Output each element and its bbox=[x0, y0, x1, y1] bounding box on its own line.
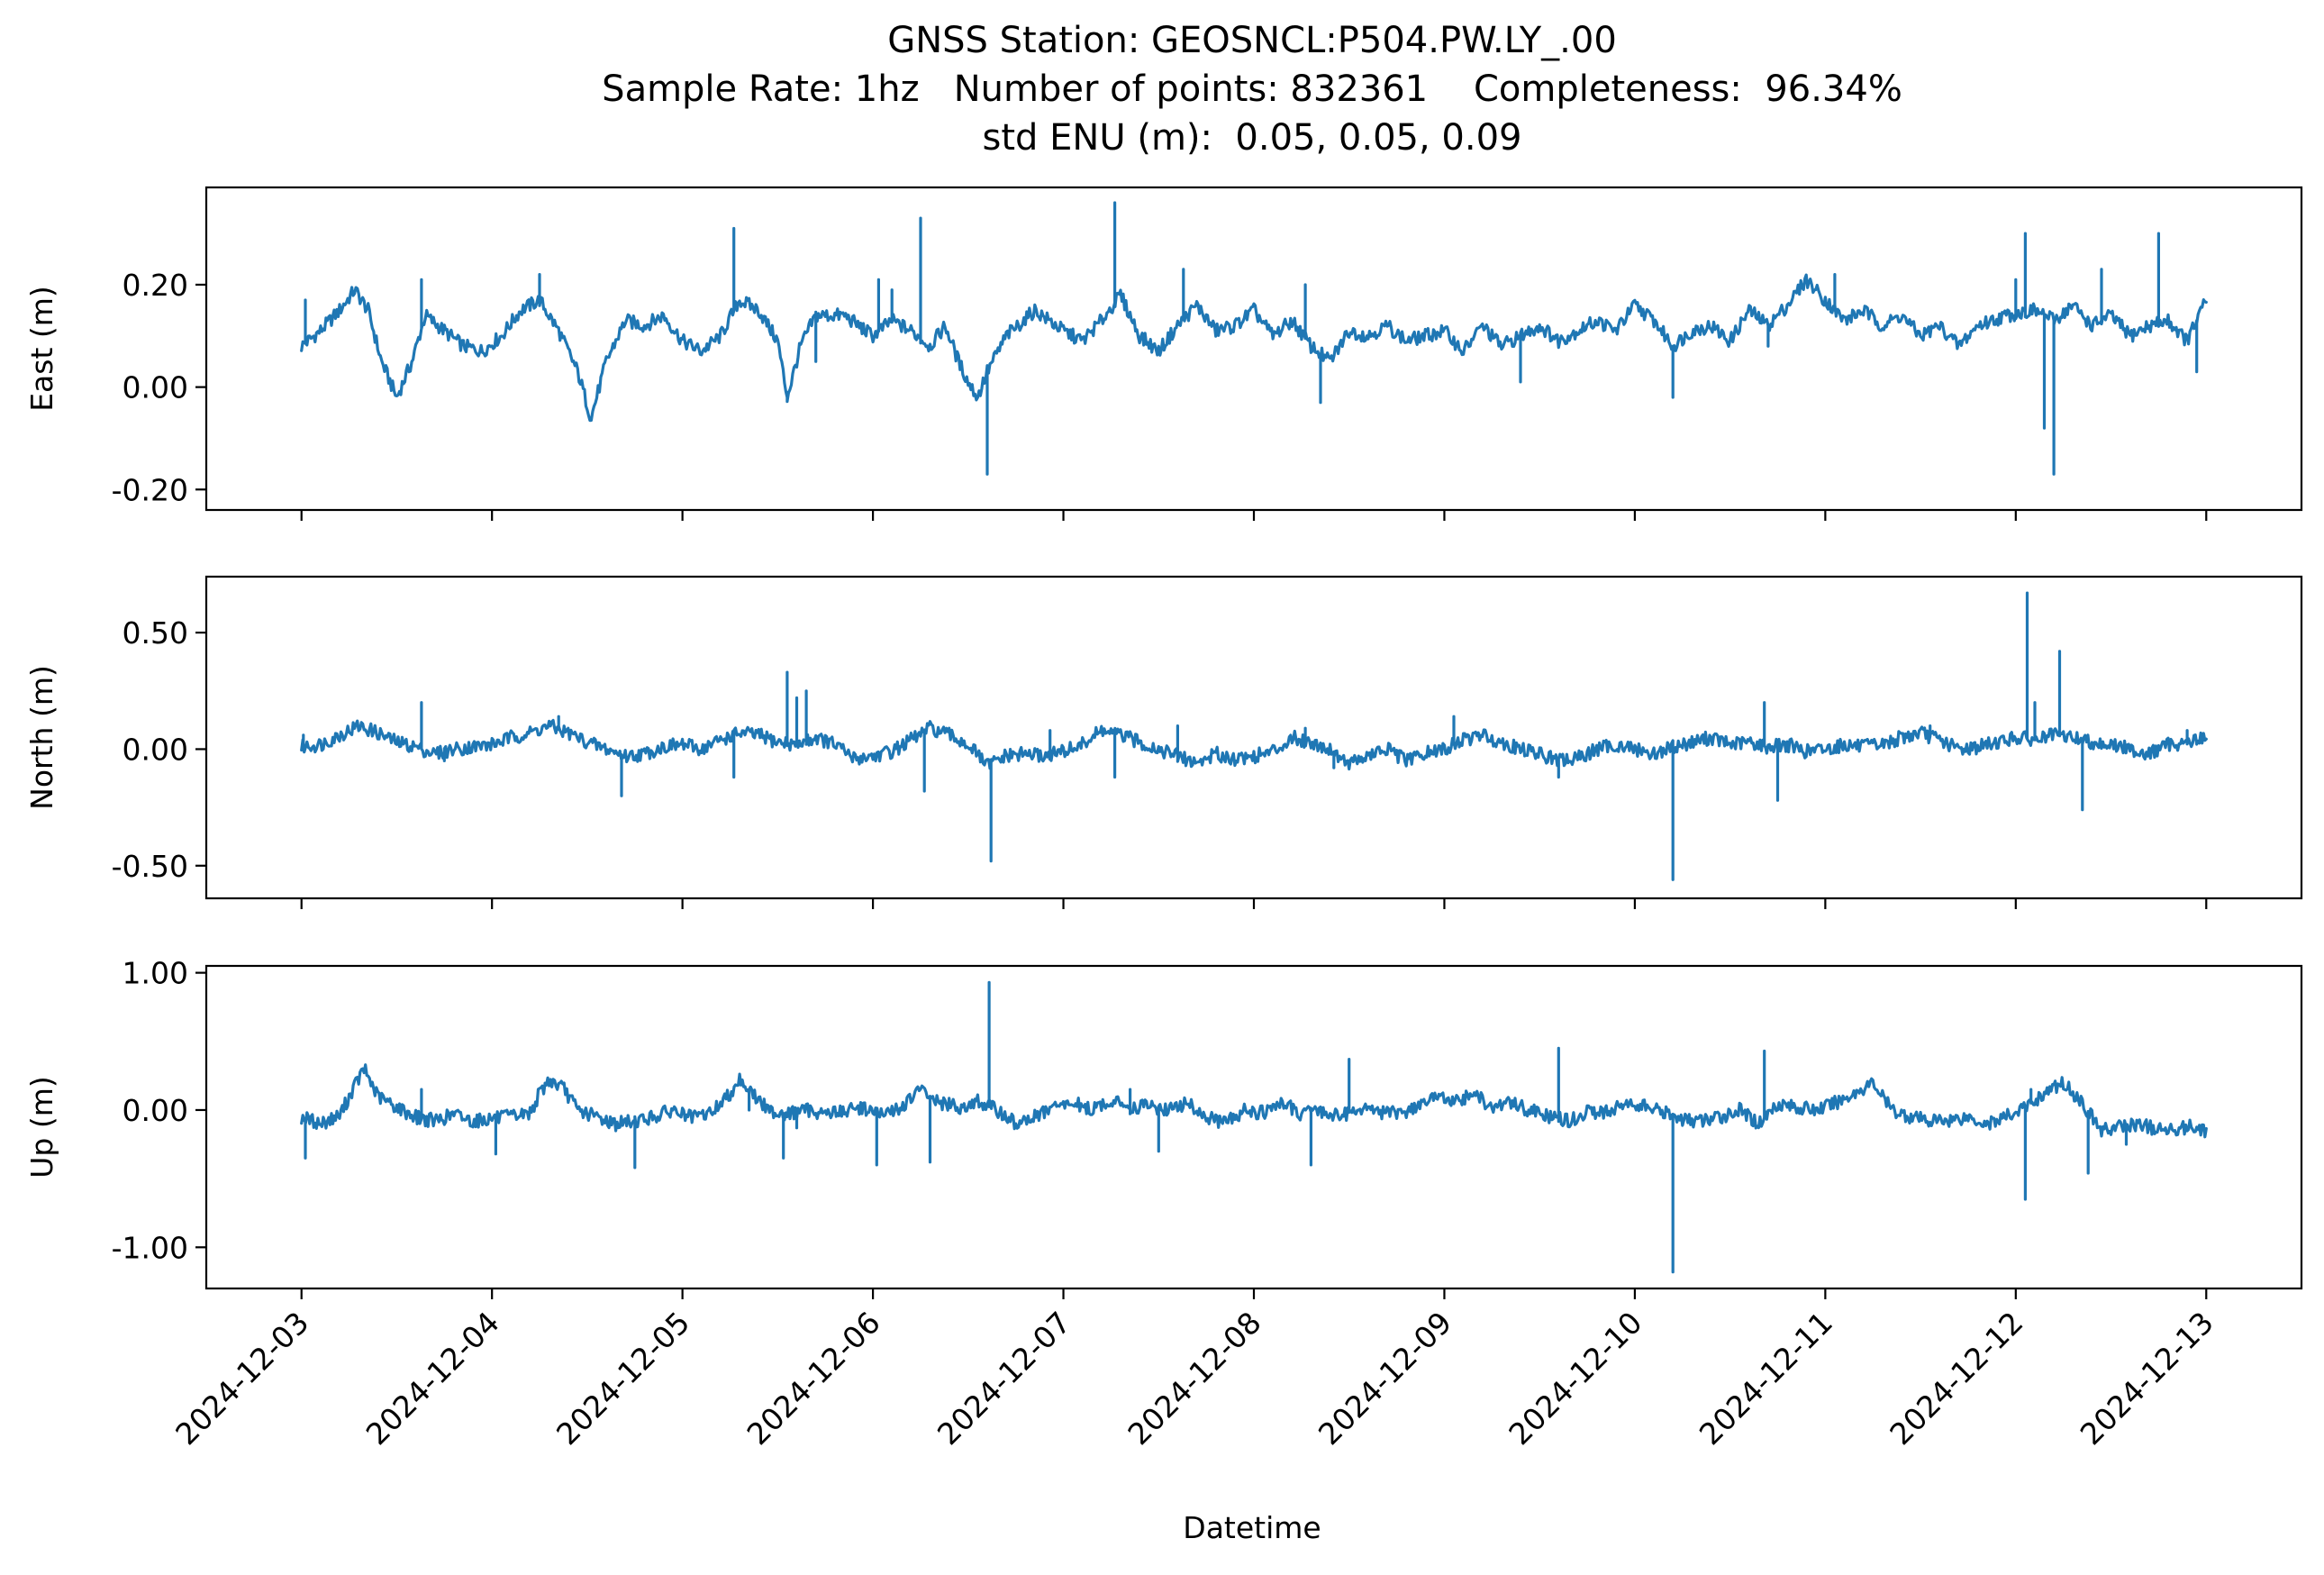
y-tick-label: -0.20 bbox=[112, 472, 188, 507]
title-line-1: GNSS Station: GEOSNCL:P504.PW.LY_.00 bbox=[887, 20, 1617, 61]
y-tick-label: 0.20 bbox=[123, 268, 188, 303]
y-tick-label: 0.00 bbox=[123, 1093, 188, 1128]
series-line-east bbox=[300, 201, 2208, 476]
y-axis-label: Up (m) bbox=[24, 1076, 59, 1179]
y-tick-label: 0.00 bbox=[123, 370, 188, 405]
series-line-north bbox=[300, 591, 2208, 881]
figure-title: GNSS Station: GEOSNCL:P504.PW.LY_.00 Sam… bbox=[602, 20, 1902, 159]
panel-east: 0.20 0.00 -0.20 East (m) bbox=[24, 186, 2303, 521]
y-tick-label: -1.00 bbox=[112, 1230, 188, 1265]
panel-frame bbox=[204, 186, 2303, 512]
title-line-2: Sample Rate: 1hz Number of points: 83236… bbox=[602, 68, 1902, 110]
x-tick-label: 2024-12-10 bbox=[1502, 1305, 1648, 1452]
title-line-3: std ENU (m): 0.05, 0.05, 0.09 bbox=[983, 117, 1522, 159]
y-tick-label: -0.50 bbox=[112, 849, 188, 884]
x-tick-label: 2024-12-04 bbox=[359, 1305, 506, 1452]
x-axis-label: Datetime bbox=[1183, 1510, 1321, 1545]
x-tick-label: 2024-12-07 bbox=[931, 1305, 1077, 1452]
y-axis-label: North (m) bbox=[24, 665, 59, 810]
y-tick-label: 0.00 bbox=[123, 732, 188, 767]
x-tick-label: 2024-12-06 bbox=[740, 1305, 887, 1452]
subplot-panels: 0.20 0.00 -0.20 East (m) 0.50 0.00 -0.50 North … bbox=[24, 186, 2303, 1299]
panel-frame bbox=[204, 964, 2303, 1290]
x-axis: 2024-12-03 2024-12-04 2024-12-05 2024-12-06… bbox=[168, 1305, 2220, 1452]
x-tick-label: 2024-12-09 bbox=[1312, 1305, 1458, 1452]
x-tick-label: 2024-12-11 bbox=[1693, 1305, 1839, 1452]
panel-up: 1.00 0.00 -1.00 Up (m) bbox=[24, 956, 2303, 1299]
panel-north: 0.50 0.00 -0.50 North (m) bbox=[24, 575, 2303, 909]
x-tick-label: 2024-12-13 bbox=[2074, 1305, 2220, 1452]
x-tick-label: 2024-12-08 bbox=[1121, 1305, 1267, 1452]
x-tick-label: 2024-12-12 bbox=[1883, 1305, 2029, 1452]
y-tick-label: 0.50 bbox=[123, 615, 188, 651]
y-tick-label: 1.00 bbox=[123, 956, 188, 991]
y-axis-label: East (m) bbox=[24, 286, 59, 412]
x-tick-label: 2024-12-05 bbox=[549, 1305, 696, 1452]
x-tick-label: 2024-12-03 bbox=[168, 1305, 315, 1452]
series-line-up bbox=[300, 980, 2208, 1274]
